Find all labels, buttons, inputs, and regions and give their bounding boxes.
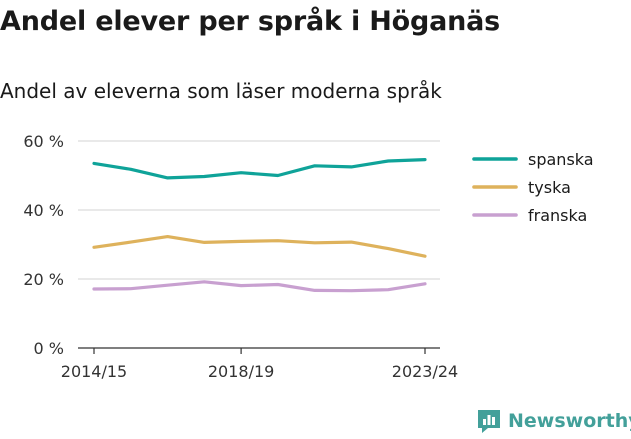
series-lines: [92, 158, 427, 293]
x-tick-label: 2018/19: [208, 362, 274, 381]
series-line-spanska: [92, 158, 427, 180]
y-tick-label: 0 %: [34, 339, 64, 358]
grid-lines: [78, 140, 440, 280]
newsworthy-logo-icon: [478, 410, 500, 433]
x-tick-label: 2014/15: [61, 362, 127, 381]
x-tick-label: 2023/24: [392, 362, 458, 381]
legend-item-tyska: tyska: [472, 178, 571, 197]
chart-subtitle: Andel av eleverna som läser moderna språ…: [0, 79, 442, 103]
legend-label: spanska: [528, 150, 594, 169]
legend-label: franska: [528, 206, 587, 225]
brand-name: Newsworthy: [508, 410, 631, 432]
legend-item-franska: franska: [472, 206, 587, 225]
line-chart: 0 % 20 % 40 % 60 % 2014/15 2018/19 2023/24 spa…: [23, 132, 594, 381]
axes: 0 % 20 % 40 % 60 % 2014/15 2018/19 2023/24: [23, 132, 458, 381]
brand-footer: Newsworthy: [476, 407, 631, 435]
legend-label: tyska: [528, 178, 571, 197]
y-tick-label: 40 %: [23, 201, 64, 220]
legend-item-spanska: spanska: [472, 150, 594, 169]
series-line-tyska: [92, 235, 427, 258]
y-tick-label: 60 %: [23, 132, 64, 151]
series-line-franska: [92, 280, 427, 293]
legend: spanska tyska franska: [472, 150, 594, 225]
chart-title: Andel elever per språk i Höganäs: [0, 6, 501, 37]
y-tick-label: 20 %: [23, 270, 64, 289]
